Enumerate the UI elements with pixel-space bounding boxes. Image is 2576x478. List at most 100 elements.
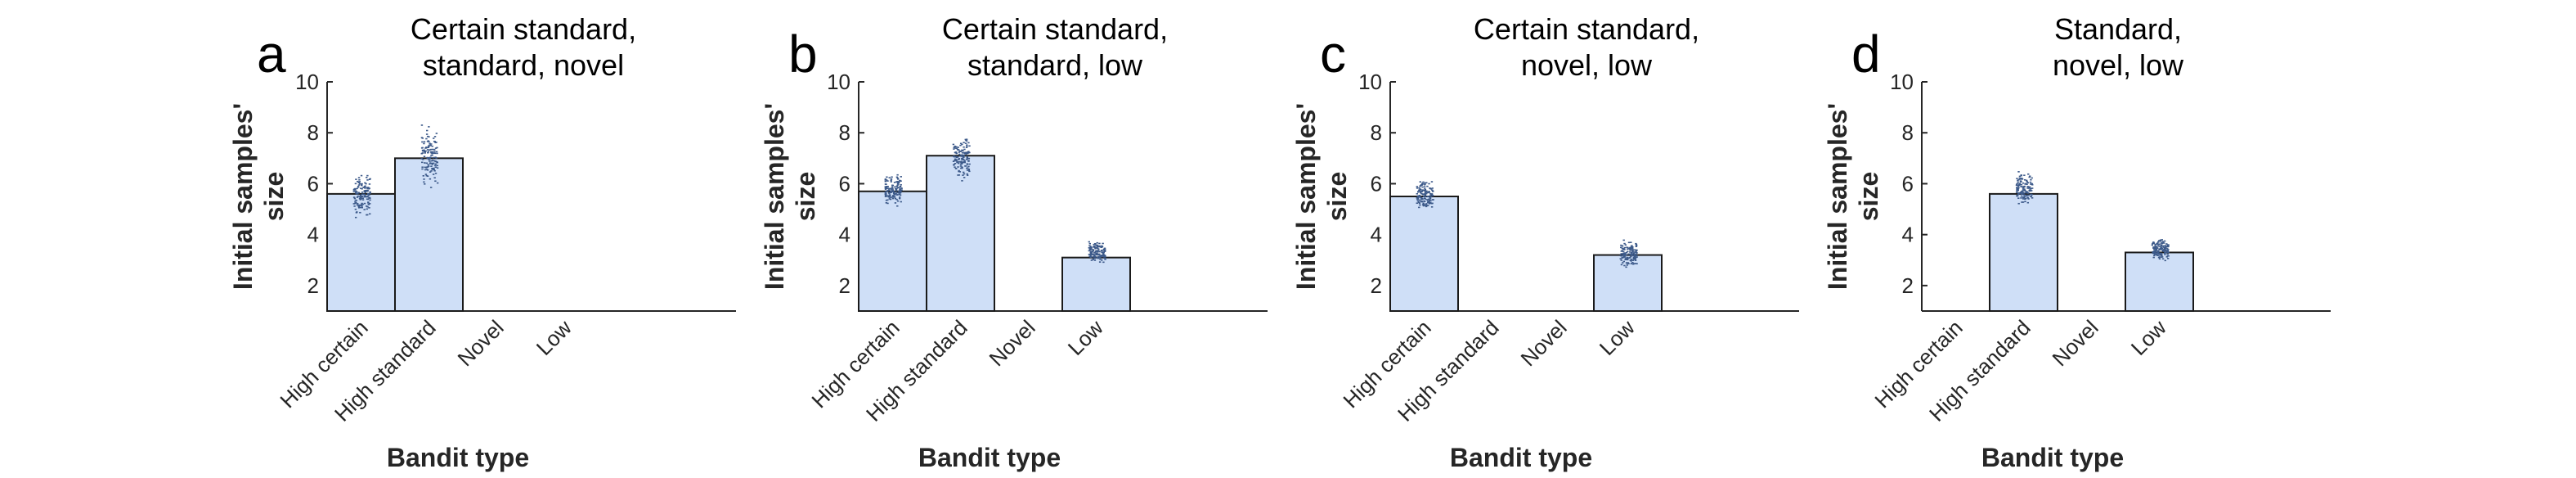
data-point (961, 162, 963, 165)
data-point (1421, 193, 1424, 195)
data-point (430, 170, 433, 172)
data-point (357, 192, 361, 194)
data-point (960, 160, 963, 163)
data-point (893, 196, 895, 198)
data-point (367, 201, 370, 203)
data-point (890, 178, 893, 180)
data-point (2154, 252, 2156, 254)
data-point (2161, 239, 2163, 241)
data-point (363, 193, 366, 196)
data-point (967, 169, 970, 171)
data-point (426, 140, 429, 142)
raw-points (2151, 239, 2170, 262)
data-point (426, 166, 429, 168)
data-point (1624, 253, 1627, 255)
data-point (900, 187, 903, 190)
data-point (1100, 255, 1102, 256)
data-point (2022, 187, 2025, 189)
data-point (1424, 182, 1426, 184)
data-point (1635, 253, 1637, 255)
data-point (2031, 183, 2034, 185)
data-point (2024, 190, 2026, 192)
data-point (1428, 183, 1430, 185)
data-point (361, 193, 364, 196)
data-point (963, 173, 966, 175)
data-point (420, 124, 424, 126)
data-point (884, 178, 887, 180)
data-point (357, 203, 359, 205)
data-point (2026, 187, 2029, 189)
data-point (2025, 195, 2028, 196)
data-point (1622, 255, 1625, 257)
data-point (965, 138, 968, 141)
data-point (1630, 246, 1633, 247)
data-point (363, 186, 366, 187)
data-point (966, 146, 968, 147)
data-point (354, 183, 357, 185)
data-point (1088, 250, 1090, 252)
data-point (890, 188, 893, 190)
data-point (2161, 250, 2165, 252)
data-point (2022, 182, 2025, 184)
data-point (433, 169, 436, 172)
data-point (1424, 196, 1427, 198)
data-point (957, 161, 960, 163)
data-point (1425, 205, 1428, 208)
data-point (1622, 254, 1626, 256)
data-point (359, 194, 362, 196)
data-point (364, 182, 366, 184)
data-point (1098, 246, 1101, 248)
data-point (368, 178, 371, 181)
data-point (1103, 255, 1106, 257)
data-point (1627, 259, 1629, 261)
data-point (891, 186, 894, 188)
data-point (367, 202, 370, 204)
data-point (2165, 250, 2167, 252)
data-point (360, 198, 362, 200)
y-tick-label: 8 (1371, 120, 1382, 145)
data-point (421, 147, 424, 149)
x-tick-label: Novel (1516, 315, 1572, 371)
data-point (888, 177, 891, 178)
data-point (1631, 247, 1633, 250)
data-point (1632, 253, 1635, 255)
data-point (1093, 252, 1096, 254)
data-point (435, 157, 438, 159)
data-point (1431, 195, 1434, 196)
data-point (363, 190, 366, 192)
data-point (958, 151, 961, 153)
data-point (900, 176, 902, 178)
data-point (427, 151, 429, 153)
data-point (1426, 192, 1429, 194)
data-point (2028, 189, 2031, 191)
y-axis-label-line: Initial samples' (1823, 103, 1852, 290)
data-point (885, 199, 888, 201)
data-point (962, 174, 964, 176)
data-point (967, 142, 970, 144)
data-point (899, 190, 902, 192)
data-point (2166, 248, 2169, 250)
data-point (2018, 183, 2022, 185)
data-point (426, 175, 429, 178)
data-point (2161, 255, 2163, 256)
data-point (960, 156, 963, 157)
data-point (897, 183, 900, 185)
panel-letter: d (1851, 25, 1881, 83)
panel-b: b Certain standard,standard, low246810Hig… (760, 12, 1268, 472)
data-point (1418, 202, 1421, 205)
data-point (2028, 190, 2031, 192)
data-point (2026, 201, 2030, 204)
data-point (1622, 250, 1625, 253)
data-point (2022, 194, 2026, 196)
data-point (896, 177, 899, 179)
data-point (1420, 196, 1422, 199)
data-point (430, 143, 433, 145)
data-point (2158, 246, 2161, 247)
data-point (2024, 195, 2026, 197)
data-point (956, 161, 958, 164)
data-point (896, 205, 899, 207)
data-point (1419, 181, 1421, 183)
data-point (897, 190, 900, 192)
data-point (360, 196, 362, 199)
data-point (2022, 191, 2024, 193)
